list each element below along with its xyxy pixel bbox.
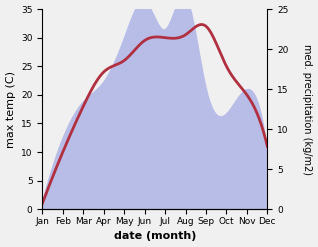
Y-axis label: max temp (C): max temp (C): [5, 71, 16, 148]
Y-axis label: med. precipitation (kg/m2): med. precipitation (kg/m2): [302, 44, 313, 175]
X-axis label: date (month): date (month): [114, 231, 196, 242]
